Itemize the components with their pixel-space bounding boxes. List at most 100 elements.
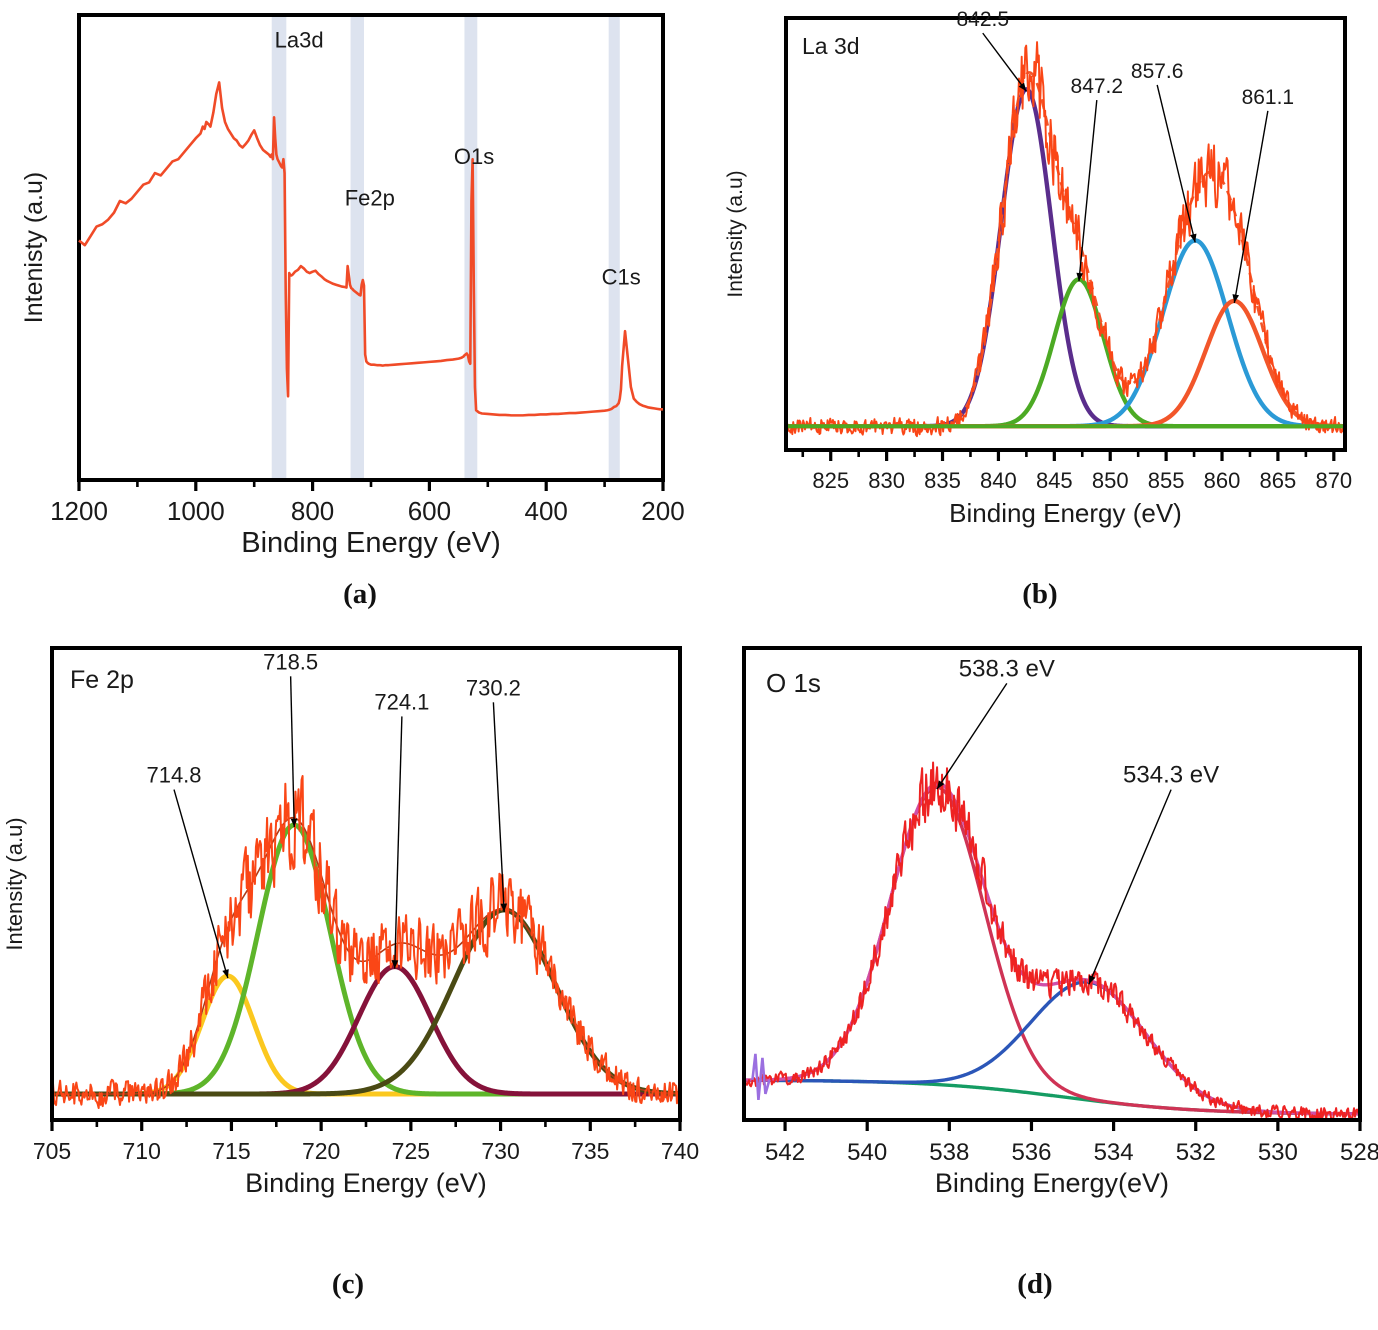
annotation-714.8-label: 714.8 [146,763,201,788]
x-tick-label: 600 [408,496,451,526]
panel-b-la3d: La 3d 842.5 847.2 857.6 861.1 825 830 835 840 845… [690,0,1378,560]
annotation-718.5-label: 718.5 [263,649,318,674]
fitted-peak-724.1 [54,964,678,1097]
fitted-peak-538.3 [746,785,1358,1116]
peak-label-c1s: C1s [602,265,641,290]
highlight-bands [271,15,620,480]
y-axis-title: Intenisty (a.u) [20,172,48,323]
x-tick-label: 1200 [50,496,108,526]
annotation-857.6-label: 857.6 [1131,60,1184,83]
annotation-847.2-leader [1078,100,1098,282]
panel-b-caption: (b) [960,578,1120,611]
x-tick-label: 740 [661,1138,699,1164]
annotation-842.5-leader [982,32,1027,92]
x-tick-label: 830 [868,468,905,493]
x-tick-label: 715 [212,1138,250,1164]
x-axis-title: Binding Energy(eV) [935,1168,1169,1198]
x-tick-label: 720 [302,1138,340,1164]
x-tick-label: 800 [291,496,334,526]
x-tick-label: 710 [123,1138,161,1164]
spectrum-layer [788,41,1343,438]
annotation-842.5-label: 842.5 [956,8,1009,31]
plot-frame [742,646,1362,1122]
annotation-714.8-leader [173,789,229,979]
raw-spectrum-trace [746,761,1358,1118]
annotation-730.2-label: 730.2 [466,675,521,700]
spectrum-layer [746,761,1358,1118]
spectrum-layer [54,775,678,1110]
panel-a-plot: La3d Fe2p O1s C1s 1200 1000 800 600 400 200 Bindin… [20,13,685,559]
raw-spectrum-trace [54,775,678,1110]
x-tick-label: 1000 [167,496,225,526]
panel-c-caption-text: (c) [331,1268,365,1300]
x-tick-label: 865 [1260,468,1297,493]
edge-artefact-spike [751,1053,771,1101]
x-tick-label: 855 [1148,468,1185,493]
panel-a-survey-scan: La3d Fe2p O1s C1s 1200 1000 800 600 400 200 Bindin… [0,0,690,560]
annotation-857.6-leader [1156,84,1196,243]
envelope-fit [746,781,1358,1116]
x-tick-label: 200 [641,496,684,526]
annotation-861.1-leader [1233,110,1269,304]
peak-annotations: 714.8 718.5 724.1 730.2 [146,649,521,979]
panel-d-plot: O 1s 538.3 eV 534.3 eV 542 540 538 536 534 532 53… [742,646,1378,1198]
peak-label-la3d: La3d [275,28,324,53]
x-tick-label: 850 [1092,468,1129,493]
peak-annotations: 538.3 eV 534.3 eV [936,655,1219,985]
envelope-fit [788,71,1343,428]
highlight-band-c1s [608,15,620,480]
panel-d-o1s: O 1s 538.3 eV 534.3 eV 542 540 538 536 534 532 53… [700,630,1378,1230]
band-labels: La3d Fe2p O1s C1s [275,28,641,290]
y-axis-title: Intensity (a.u) [2,817,27,950]
peak-label-fe2p: Fe2p [345,186,395,211]
panel-c-plot: Fe 2p 714.8 718.5 724.1 730.2 705 710 715 720 725… [2,646,699,1198]
annotation-718.5-leader [289,676,295,828]
panel-d-caption-text: (d) [1017,1268,1053,1300]
panel-b-caption-text: (b) [1022,578,1058,610]
x-axis: 542 540 538 536 534 532 530 528 [765,1120,1378,1166]
panel-b-plot: La 3d 842.5 847.2 857.6 861.1 825 830 835 840 845… [724,8,1352,528]
panel-species-label: O 1s [766,668,821,698]
x-axis-title: Binding Energy (eV) [241,527,501,559]
x-tick-label: 534 [1094,1139,1134,1166]
x-axis: 1200 1000 800 600 400 200 [50,480,685,526]
annotation-724.1-label: 724.1 [374,689,429,714]
peak-label-o1s: O1s [454,144,494,169]
annotation-534.3-leader [1088,789,1172,985]
x-tick-label: 825 [812,468,849,493]
x-tick-label: 528 [1340,1139,1378,1166]
panel-species-label: La 3d [802,33,860,59]
x-tick-label: 540 [847,1139,887,1166]
x-tick-label: 532 [1176,1139,1216,1166]
x-tick-label: 536 [1011,1139,1051,1166]
fitted-peak-714.8 [54,973,678,1097]
panel-d-caption: (d) [955,1268,1115,1301]
plot-frame [784,16,1347,452]
panel-c-caption: (c) [268,1268,428,1301]
survey-spectrum-trace [78,81,663,417]
x-tick-label: 860 [1204,468,1241,493]
highlight-band-fe2p [350,15,364,480]
fitted-peak-842.5 [788,87,1343,429]
annotation-847.2-label: 847.2 [1071,75,1124,98]
annotation-724.1-leader [394,716,403,969]
x-tick-label: 840 [980,468,1017,493]
x-axis-title: Binding Energy (eV) [245,1168,487,1198]
panel-a-caption: (a) [280,578,440,611]
annotation-534.3-label: 534.3 eV [1123,762,1219,789]
x-tick-label: 705 [33,1138,71,1164]
x-axis: 825 830 835 840 845 850 855 860 865 870 [801,450,1352,493]
x-tick-label: 400 [525,496,568,526]
peak-annotations: 842.5 847.2 857.6 861.1 [956,8,1294,304]
x-tick-label: 835 [924,468,961,493]
x-tick-label: 845 [1036,468,1073,493]
plot-frame [77,13,665,482]
annotation-538.3-leader [936,683,1008,790]
x-tick-label: 870 [1315,468,1352,493]
panel-species-label: Fe 2p [70,666,134,694]
x-tick-label: 730 [481,1138,519,1164]
x-axis: 705 710 715 720 725 730 735 740 [33,1120,699,1164]
annotation-730.2-leader [492,702,505,912]
x-tick-label: 725 [392,1138,430,1164]
